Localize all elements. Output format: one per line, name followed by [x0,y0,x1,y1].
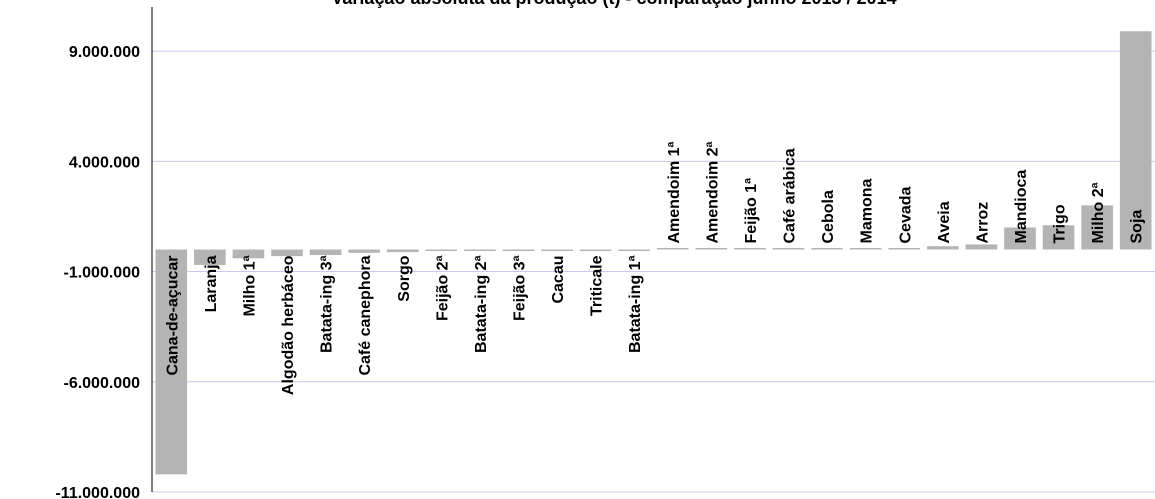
bar [965,244,998,250]
bar [618,249,651,251]
bar [1004,227,1036,250]
bar [734,248,766,250]
bar [811,248,843,250]
category-label: Mamona [859,179,876,244]
bar [386,249,419,253]
category-label: Café canephora [357,255,374,375]
bar [695,248,728,250]
category-label: Batata-ing 2ª [473,255,490,353]
category-label: Amendoim 1ª [666,141,683,243]
y-tick-label: -1.000.000 [63,265,140,282]
y-tick-label: 4.000.000 [69,154,140,171]
bar [271,249,303,257]
bar [232,249,265,259]
category-label: Mandioca [1013,170,1030,244]
bar [927,246,959,250]
bar [849,248,882,250]
bar [1042,225,1075,250]
category-label: Cevada [897,186,914,243]
category-label: Batata-ing 1ª [627,255,644,353]
category-label: Milho 1ª [241,255,258,316]
y-tick-label: -11.000.000 [55,485,140,499]
category-label: Cacau [550,256,567,304]
y-tick-label: 9.000.000 [69,44,140,61]
category-label: Amendoim 2ª [704,141,721,243]
bar [194,249,226,265]
category-label: Laranja [203,255,220,312]
category-label: Feijão 1ª [743,178,760,244]
gridlines [152,50,1155,493]
bar [464,249,496,251]
category-label: Algodão herbáceo [280,255,297,395]
category-label: Feijão 3ª [511,255,528,321]
category-label: Sorgo [396,255,413,301]
bar [502,249,535,251]
bar [348,249,380,253]
category-label: Cebola [820,190,837,243]
bar [1081,205,1113,250]
category-label: Soja [1129,210,1146,244]
category-label: Aveia [936,201,953,243]
category-label: Café arábica [782,148,799,243]
bar [155,249,188,475]
bar [579,249,612,251]
bar [1119,31,1152,250]
category-label: Arroz [974,202,991,244]
category-label: Trigo [1052,204,1069,243]
category-label: Triticale [589,255,606,316]
bars [155,31,1152,475]
bar [425,249,458,251]
category-labels: Cana-de-açucar Laranja Milho 1ª Algodão her… [164,141,1145,395]
category-label: Feijão 2ª [434,255,451,321]
bar [656,248,689,250]
bar [541,249,573,251]
category-label: Cana-de-açucar [164,256,181,376]
chart-title: Variação absoluta da produção (t) - comp… [331,0,896,8]
category-label: Batata-ing 3ª [319,255,336,353]
y-tick-label: -6.000.000 [63,375,140,392]
bar [772,248,805,250]
y-tick-labels: -11.000.000 -6.000.000 -1.000.000 4.000.000… [55,44,140,499]
bar [888,248,921,250]
bar [309,249,342,256]
category-label: Milho 2ª [1090,182,1107,243]
